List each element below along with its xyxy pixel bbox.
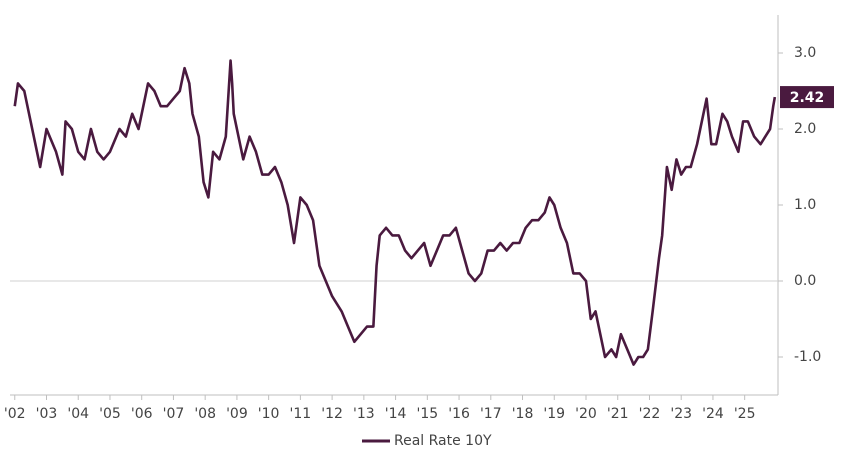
- x-tick-label: '25: [734, 406, 756, 422]
- x-tick-label: '10: [258, 406, 280, 422]
- x-tick-label: '13: [353, 406, 375, 422]
- y-tick-label: 1.0: [794, 197, 816, 213]
- x-tick-label: '24: [702, 406, 724, 422]
- y-tick-label: 2.0: [794, 121, 816, 137]
- line-series: [13, 59, 777, 366]
- y-tick-label: 3.0: [794, 45, 816, 61]
- legend-label: Real Rate 10Y: [394, 433, 492, 449]
- x-tick-label: '21: [607, 406, 629, 422]
- x-tick-label: '06: [131, 406, 153, 422]
- x-tick-label: '12: [321, 406, 343, 422]
- x-tick-label: '19: [543, 406, 565, 422]
- y-tick-label: 0.0: [794, 273, 816, 289]
- x-tick-label: '04: [67, 406, 89, 422]
- x-tick-label: '03: [36, 406, 58, 422]
- x-tick-label: '20: [575, 406, 597, 422]
- x-tick-label: '15: [416, 406, 438, 422]
- last-value-box: [780, 86, 834, 109]
- y-tick-label: -1.0: [794, 349, 821, 365]
- x-tick-label: '18: [512, 406, 534, 422]
- x-tick-label: '14: [385, 406, 407, 422]
- last-value-label: 2.42: [790, 90, 825, 106]
- x-tick-label: '17: [480, 406, 502, 422]
- x-tick-label: '11: [290, 406, 312, 422]
- x-tick-label: '08: [194, 406, 216, 422]
- x-tick-label: '09: [226, 406, 248, 422]
- x-tick-label: '22: [639, 406, 661, 422]
- x-tick-label: '02: [4, 406, 26, 422]
- x-tick-label: '23: [670, 406, 692, 422]
- x-tick-label: '07: [163, 406, 185, 422]
- x-tick-label: '16: [448, 406, 470, 422]
- x-tick-label: '05: [99, 406, 121, 422]
